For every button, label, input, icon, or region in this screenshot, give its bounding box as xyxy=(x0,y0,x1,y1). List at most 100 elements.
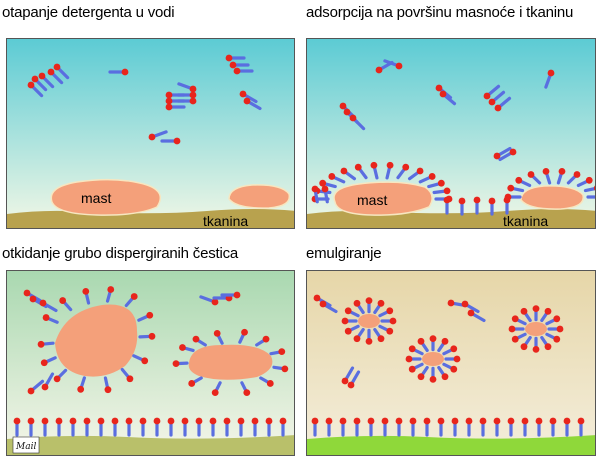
surfactant-molecule xyxy=(443,196,451,215)
surfactant-molecule xyxy=(535,417,543,437)
panel-4-title: emulgiranje xyxy=(306,245,382,262)
surfactant-molecule xyxy=(55,417,63,437)
fabric-ground xyxy=(7,435,294,455)
surfactant-molecule xyxy=(442,345,458,356)
surfactant-molecule xyxy=(527,171,542,185)
free-surfactants xyxy=(27,54,262,145)
surfactant-molecule xyxy=(340,167,357,181)
fabric-label: tkanina xyxy=(203,213,248,229)
surfactant-molecule xyxy=(508,325,525,333)
signature-logo: Mail xyxy=(12,436,40,454)
panel-1-title: otapanje detergenta u vodi xyxy=(2,4,175,21)
surfactant-molecule xyxy=(467,309,486,323)
surfactant-molecule xyxy=(41,417,49,437)
surfactant-molecule xyxy=(321,185,329,204)
surfactant-molecule xyxy=(547,325,564,333)
surfactant-molecule xyxy=(520,307,532,323)
surfactant-molecule xyxy=(38,72,55,89)
adsorbed-surfactants xyxy=(311,297,585,437)
surfactant-molecule xyxy=(223,417,231,437)
surfactant-molecule xyxy=(108,68,129,76)
surfactant-molecule xyxy=(39,299,58,313)
surfactant-molecule xyxy=(238,328,248,344)
surfactant-molecule xyxy=(353,299,365,315)
fat-blob xyxy=(333,181,433,216)
surfactant-molecule xyxy=(237,417,245,437)
surfactant-molecule xyxy=(458,197,466,216)
surfactant-molecule xyxy=(507,417,515,437)
surfactant-molecule xyxy=(439,90,457,106)
surfactant-molecule xyxy=(465,417,473,437)
surfactant-molecule xyxy=(408,345,424,356)
surfactant-molecule xyxy=(139,417,147,437)
surfactant-molecule xyxy=(521,417,529,437)
surfactant-molecule xyxy=(37,340,55,348)
surfactant-molecule xyxy=(349,114,366,131)
surfactant-molecule xyxy=(125,417,133,437)
surfactant-molecule xyxy=(53,368,68,383)
panel-3-title: otkidanje grubo dispergiranih čestica xyxy=(2,245,239,262)
fat-label: mast xyxy=(81,190,111,206)
panel-dissolving: mast tkanina xyxy=(6,38,295,229)
panel-4-canvas xyxy=(307,271,595,455)
surfactant-molecule xyxy=(417,337,429,353)
surfactant-molecule xyxy=(137,311,154,322)
surfactant-molecule xyxy=(319,179,337,189)
surfactant-molecule xyxy=(423,417,431,437)
surfactant-molecule xyxy=(576,176,593,188)
surfactant-molecule xyxy=(451,417,459,437)
free-surfactants xyxy=(23,289,241,395)
panel-1-canvas: mast tkanina xyxy=(7,39,294,229)
panel-3-canvas: Mail xyxy=(7,271,294,455)
fat-label: mast xyxy=(357,192,387,208)
surfactant-molecule xyxy=(532,336,540,353)
surfactant-molecule xyxy=(511,332,527,343)
surfactant-molecule xyxy=(429,366,437,383)
surfactant-molecule xyxy=(370,161,379,180)
surfactant-molecule xyxy=(493,146,512,160)
surfactant-molecule xyxy=(511,315,527,326)
surfactant-molecule xyxy=(69,417,77,437)
surfactant-molecule xyxy=(255,335,270,347)
surfactant-molecule xyxy=(209,417,217,437)
surfactant-molecule xyxy=(408,362,424,373)
fat-blob-small xyxy=(228,184,291,209)
surfactant-molecule xyxy=(192,335,207,347)
micelle-core xyxy=(525,322,547,336)
surfactant-molecule xyxy=(259,376,274,387)
surfactant-molecule xyxy=(339,417,347,437)
surfactant-molecule xyxy=(42,314,59,324)
surfactant-molecule xyxy=(176,97,197,105)
surfactant-molecule xyxy=(549,417,557,437)
surfactant-molecule xyxy=(341,366,355,385)
surfactant-molecule xyxy=(540,335,552,351)
surfactant-molecule xyxy=(97,417,105,437)
surfactant-molecule xyxy=(409,417,417,437)
surfactant-molecule xyxy=(325,417,333,437)
surfactant-molecule xyxy=(353,327,365,343)
surfactant-molecule xyxy=(556,167,566,185)
surfactant-molecule xyxy=(319,300,338,314)
surfactant-molecule xyxy=(437,365,449,381)
surfactant-molecule xyxy=(577,417,585,437)
detached-fat-particle xyxy=(55,304,138,377)
surfactant-molecule xyxy=(365,297,373,314)
surfactant-molecule xyxy=(103,376,112,394)
surfactant-molecule xyxy=(566,171,581,185)
surfactant-molecule xyxy=(328,173,346,184)
surfactant-molecule xyxy=(344,324,360,335)
surfactant-molecule xyxy=(542,167,552,185)
surfactant-molecule xyxy=(82,287,91,305)
micelle-core xyxy=(422,352,444,366)
micelle-core xyxy=(358,314,380,328)
surfactant-molecule xyxy=(373,327,385,343)
surfactant-molecule xyxy=(515,176,532,188)
surfactant-molecule xyxy=(229,61,250,69)
surfactant-molecule xyxy=(493,417,501,437)
surfactant-molecule xyxy=(165,103,186,111)
surfactant-molecule xyxy=(213,329,224,345)
surfactant-molecule xyxy=(195,417,203,437)
surfactant-molecule xyxy=(311,417,319,437)
surfactant-molecule xyxy=(272,365,289,373)
surfactant-molecule xyxy=(407,167,424,181)
